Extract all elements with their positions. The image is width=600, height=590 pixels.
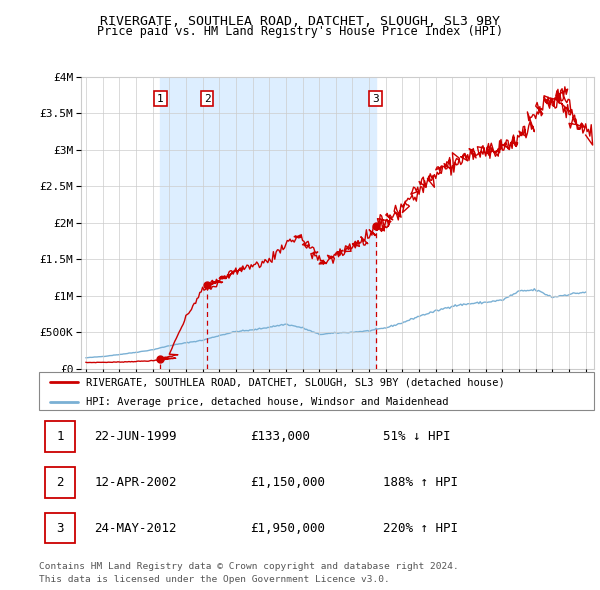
Text: 51% ↓ HPI: 51% ↓ HPI [383,430,451,443]
Text: 188% ↑ HPI: 188% ↑ HPI [383,476,458,489]
Text: 1: 1 [157,94,164,104]
Text: This data is licensed under the Open Government Licence v3.0.: This data is licensed under the Open Gov… [39,575,390,584]
Text: 3: 3 [372,94,379,104]
Bar [207,77,376,369]
Text: £1,950,000: £1,950,000 [250,522,325,535]
Text: Price paid vs. HM Land Registry's House Price Index (HPI): Price paid vs. HM Land Registry's House … [97,25,503,38]
Text: RIVERGATE, SOUTHLEA ROAD, DATCHET, SLOUGH, SL3 9BY (detached house): RIVERGATE, SOUTHLEA ROAD, DATCHET, SLOUG… [86,378,505,388]
FancyBboxPatch shape [39,372,594,410]
Text: 2: 2 [204,94,211,104]
Text: 12-APR-2002: 12-APR-2002 [95,476,177,489]
FancyBboxPatch shape [44,513,75,543]
Text: 220% ↑ HPI: 220% ↑ HPI [383,522,458,535]
Text: 1: 1 [56,430,64,443]
Text: 3: 3 [56,522,64,535]
Bar [160,77,207,369]
Text: 2: 2 [56,476,64,489]
Text: Contains HM Land Registry data © Crown copyright and database right 2024.: Contains HM Land Registry data © Crown c… [39,562,459,571]
Text: RIVERGATE, SOUTHLEA ROAD, DATCHET, SLOUGH, SL3 9BY: RIVERGATE, SOUTHLEA ROAD, DATCHET, SLOUG… [100,15,500,28]
FancyBboxPatch shape [44,421,75,452]
Text: 24-MAY-2012: 24-MAY-2012 [95,522,177,535]
Text: HPI: Average price, detached house, Windsor and Maidenhead: HPI: Average price, detached house, Wind… [86,396,449,407]
Text: £1,150,000: £1,150,000 [250,476,325,489]
Text: £133,000: £133,000 [250,430,310,443]
Text: 22-JUN-1999: 22-JUN-1999 [95,430,177,443]
FancyBboxPatch shape [44,467,75,497]
